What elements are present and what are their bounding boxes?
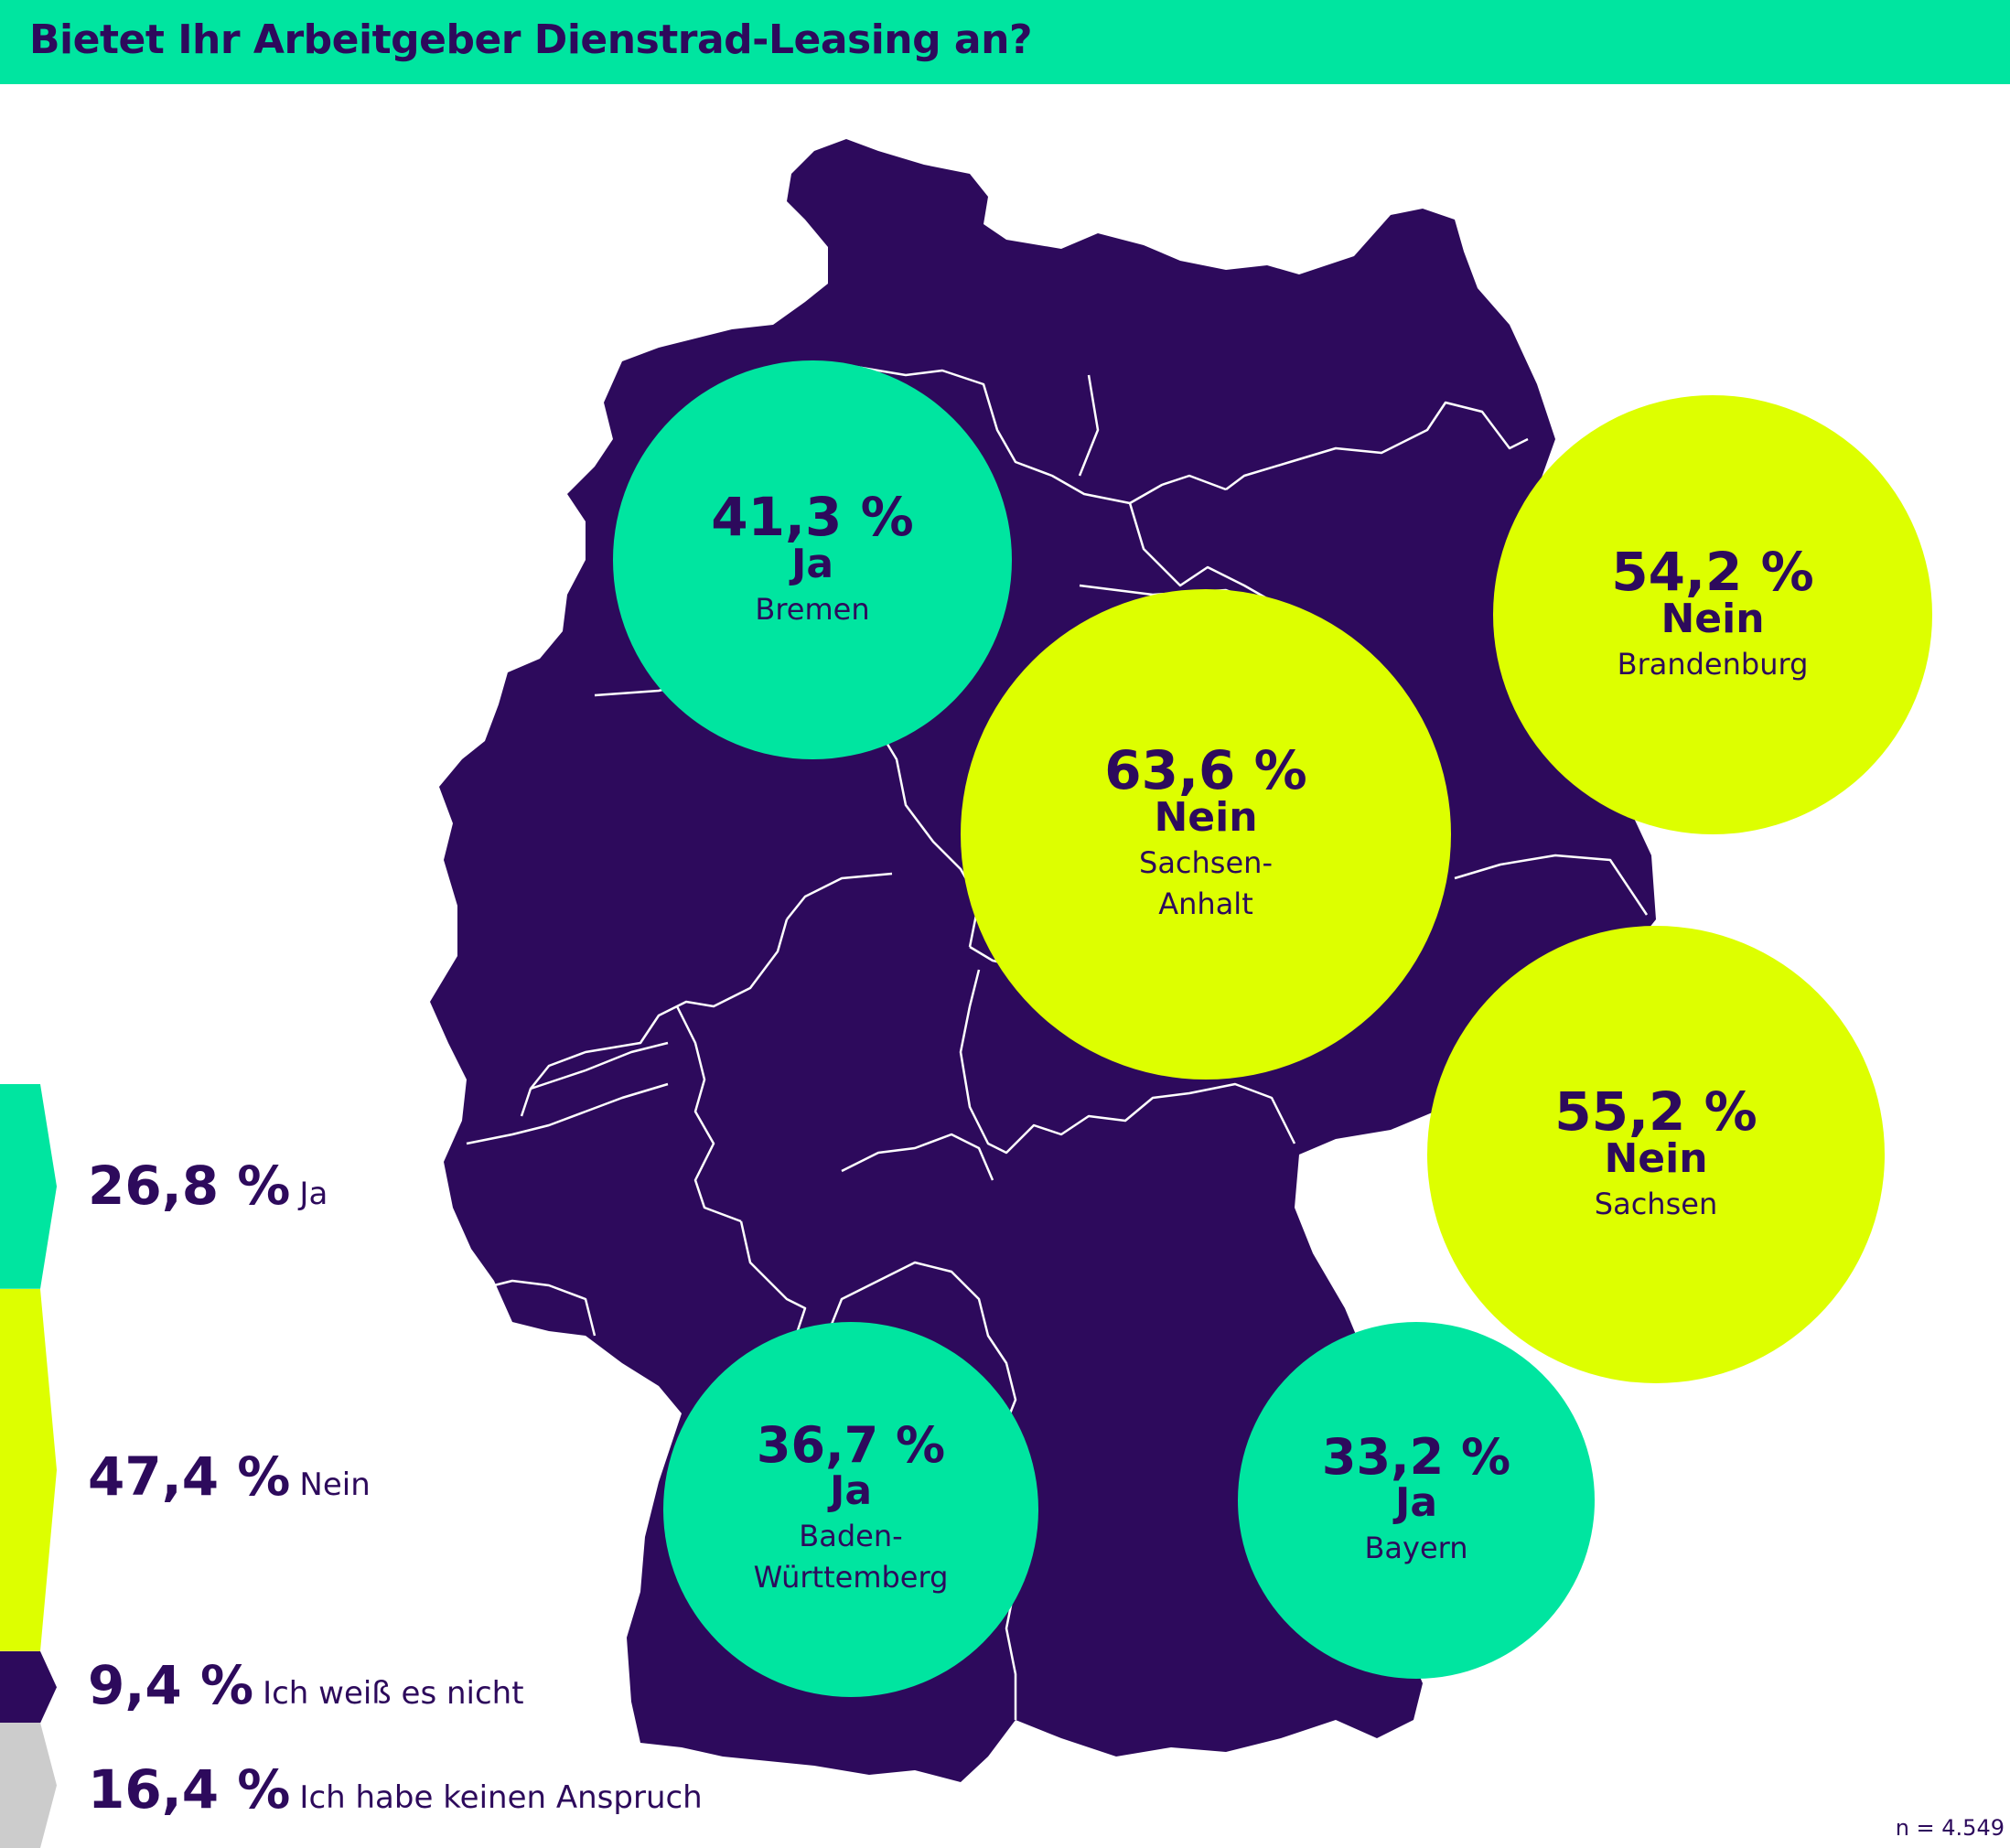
legend-bar-segment-ja	[0, 1084, 57, 1289]
legend-value: 16,4 %	[88, 1758, 291, 1821]
legend-label: Ich habe keinen Anspruch	[299, 1779, 703, 1816]
region-bubble-sachsen: 55,2 % Nein Sachsen	[1427, 926, 1885, 1383]
region-answer: Ja	[829, 1467, 873, 1515]
region-state: Sachsen	[1594, 1186, 1718, 1221]
region-state: Baden- Württemberg	[753, 1519, 949, 1596]
legend-value: 9,4 %	[88, 1654, 254, 1716]
title-banner: Bietet Ihr Arbeitgeber Dienstrad-Leasing…	[0, 0, 2010, 84]
region-state: Sachsen- Anhalt	[1139, 845, 1273, 922]
legend-label: Nein	[299, 1467, 371, 1503]
legend-label: Ja	[299, 1176, 328, 1212]
sample-size: n = 4.549	[1895, 1815, 2005, 1841]
region-bubble-bremen: 41,3 % Ja Bremen	[613, 360, 1012, 759]
region-answer: Ja	[1394, 1478, 1438, 1526]
legend-value: 47,4 %	[88, 1445, 291, 1508]
legend-bar-segment-nein	[0, 1288, 57, 1651]
region-value: 36,7 %	[756, 1416, 946, 1475]
region-state: Bayern	[1364, 1530, 1468, 1565]
legend-item-weiss-nicht: 9,4 % Ich weiß es nicht	[88, 1654, 524, 1716]
legend-bar-segment-weiss-nicht	[0, 1650, 57, 1724]
legend-item-kein-anspruch: 16,4 % Ich habe keinen Anspruch	[88, 1758, 703, 1821]
region-value: 63,6 %	[1104, 739, 1307, 802]
region-state: Brandenburg	[1617, 646, 1809, 682]
region-value: 33,2 %	[1321, 1427, 1511, 1486]
region-bubble-bayern: 33,2 % Ja Bayern	[1238, 1322, 1595, 1679]
region-value: 41,3 %	[711, 485, 914, 548]
legend-bar-segment-kein-anspruch	[0, 1723, 57, 1848]
region-value: 54,2 %	[1611, 540, 1814, 603]
region-answer: Nein	[1604, 1134, 1708, 1182]
legend-label: Ich weiß es nicht	[263, 1675, 524, 1712]
region-bubble-brandenburg: 54,2 % Nein Brandenburg	[1493, 395, 1932, 834]
region-value: 55,2 %	[1554, 1080, 1757, 1143]
region-bubble-sachsenanhalt: 63,6 % Nein Sachsen- Anhalt	[961, 589, 1451, 1080]
legend-item-ja: 26,8 % Ja	[88, 1155, 328, 1217]
region-answer: Nein	[1661, 595, 1765, 642]
legend-item-nein: 47,4 % Nein	[88, 1445, 371, 1508]
region-bubble-badenwürttemberg: 36,7 % Ja Baden- Württemberg	[663, 1322, 1038, 1697]
region-answer: Ja	[790, 540, 834, 587]
region-answer: Nein	[1154, 794, 1258, 842]
legend-value: 26,8 %	[88, 1155, 291, 1217]
region-state: Bremen	[755, 591, 870, 627]
page-title: Bietet Ihr Arbeitgeber Dienstrad-Leasing…	[29, 16, 1032, 63]
